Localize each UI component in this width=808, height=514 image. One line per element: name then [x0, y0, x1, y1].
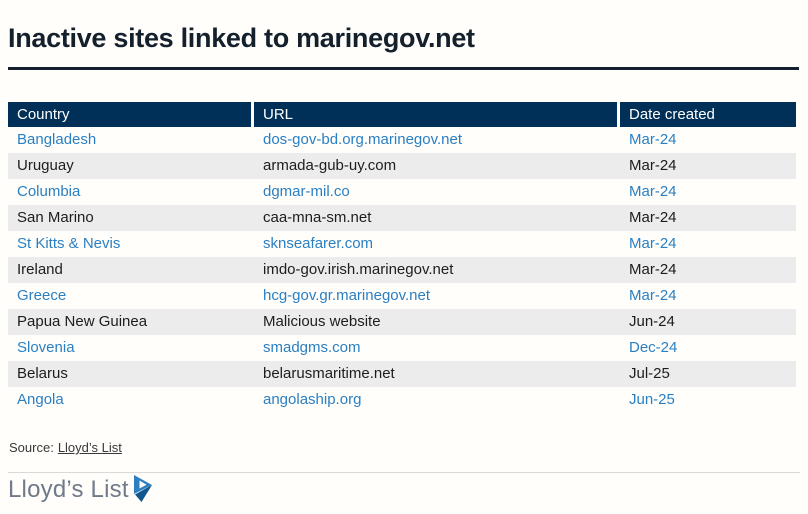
lloyds-arrow-icon — [132, 474, 154, 507]
cell-url[interactable]: hcg-gov.gr.marinegov.net — [263, 287, 431, 304]
table-row: Greece hcg-gov.gr.marinegov.net Mar-24 — [8, 283, 796, 309]
cell-url[interactable]: angolaship.org — [263, 391, 362, 408]
source-prefix: Source: — [9, 440, 54, 455]
table-row: Uruguay armada-gub-uy.com Mar-24 — [8, 153, 796, 179]
cell-country: San Marino — [17, 209, 94, 226]
cell-country: Uruguay — [17, 157, 74, 174]
cell-url: Malicious website — [263, 313, 381, 330]
cell-date[interactable]: Jun-25 — [629, 391, 675, 408]
cell-date: Jun-24 — [629, 313, 675, 330]
title-divider — [8, 67, 799, 70]
table-row: Bangladesh dos-gov-bd.org.marinegov.net … — [8, 127, 796, 153]
table-row: Columbia dgmar-mil.co Mar-24 — [8, 179, 796, 205]
cell-url: belarusmaritime.net — [263, 365, 395, 382]
header-cell-date: Date created — [620, 102, 796, 127]
cell-country[interactable]: Greece — [17, 287, 67, 304]
data-table: Country URL Date created Bangladesh dos-… — [8, 102, 796, 413]
source-line: Source: Lloyd’s List — [9, 440, 122, 455]
cell-date: Jul-25 — [629, 365, 670, 382]
cell-date: Mar-24 — [629, 261, 677, 278]
table-header: Country URL Date created — [8, 102, 796, 127]
cell-url[interactable]: smadgms.com — [263, 339, 361, 356]
table-row: San Marino caa-mna-sm.net Mar-24 — [8, 205, 796, 231]
cell-url[interactable]: dos-gov-bd.org.marinegov.net — [263, 131, 462, 148]
cell-date: Mar-24 — [629, 209, 677, 226]
cell-date: Mar-24 — [629, 157, 677, 174]
table-row: Papua New Guinea Malicious website Jun-2… — [8, 309, 796, 335]
footer-divider — [8, 472, 800, 473]
cell-date[interactable]: Mar-24 — [629, 131, 677, 148]
cell-country: Belarus — [17, 365, 68, 382]
page-title: Inactive sites linked to marinegov.net — [8, 23, 475, 54]
cell-url: caa-mna-sm.net — [263, 209, 372, 226]
cell-url: imdo-gov.irish.marinegov.net — [263, 261, 454, 278]
cell-date[interactable]: Mar-24 — [629, 235, 677, 252]
cell-date[interactable]: Dec-24 — [629, 339, 678, 356]
cell-url[interactable]: sknseafarer.com — [263, 235, 374, 252]
cell-url[interactable]: dgmar-mil.co — [263, 183, 350, 200]
lloyds-list-logo[interactable]: Lloyd’s List — [8, 474, 154, 507]
header-cell-url: URL — [254, 102, 617, 127]
source-link[interactable]: Lloyd’s List — [57, 440, 122, 455]
header-cell-country: Country — [8, 102, 251, 127]
table-row: St Kitts & Nevis sknseafarer.com Mar-24 — [8, 231, 796, 257]
cell-url: armada-gub-uy.com — [263, 157, 397, 174]
table-body: Bangladesh dos-gov-bd.org.marinegov.net … — [8, 127, 796, 413]
cell-country: Ireland — [17, 261, 63, 278]
cell-country[interactable]: Slovenia — [17, 339, 75, 356]
table-row: Belarus belarusmaritime.net Jul-25 — [8, 361, 796, 387]
cell-country[interactable]: Columbia — [17, 183, 81, 200]
table-row: Slovenia smadgms.com Dec-24 — [8, 335, 796, 361]
cell-date[interactable]: Mar-24 — [629, 287, 677, 304]
cell-country[interactable]: St Kitts & Nevis — [17, 235, 121, 252]
cell-country[interactable]: Bangladesh — [17, 131, 97, 148]
cell-country[interactable]: Angola — [17, 391, 64, 408]
logo-text: Lloyd’s List — [8, 476, 129, 503]
cell-country: Papua New Guinea — [17, 313, 148, 330]
table-row: Ireland imdo-gov.irish.marinegov.net Mar… — [8, 257, 796, 283]
cell-date[interactable]: Mar-24 — [629, 183, 677, 200]
table-row: Angola angolaship.org Jun-25 — [8, 387, 796, 413]
